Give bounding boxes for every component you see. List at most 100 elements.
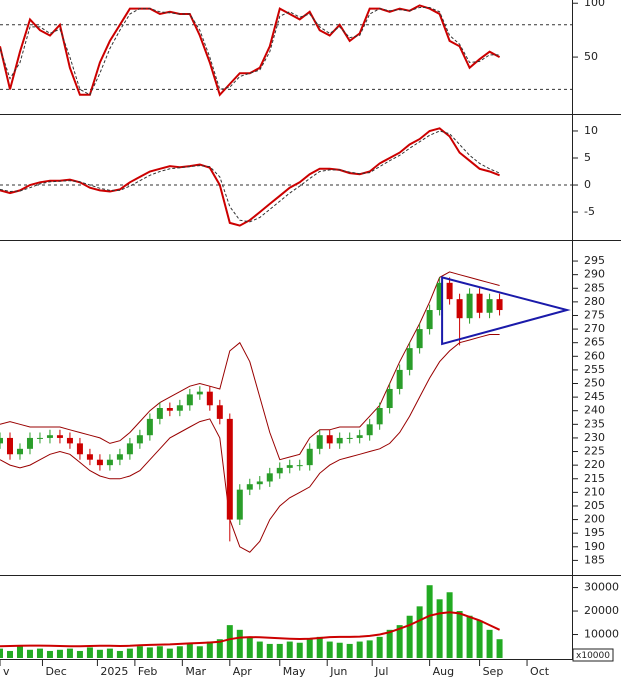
unit-label: x10000 xyxy=(576,651,610,661)
candle-body xyxy=(116,454,123,460)
candle-body xyxy=(426,310,433,330)
volume-bar xyxy=(196,646,203,658)
x-tick-label: Oct xyxy=(530,665,550,678)
candle-body xyxy=(76,443,83,455)
x-tick-label: Sep xyxy=(483,665,504,678)
volume-bar xyxy=(176,646,183,658)
y-tick-label: 200 xyxy=(584,513,605,526)
candle-body xyxy=(486,299,493,313)
y-tick-label: 270 xyxy=(584,322,605,335)
volume-bar xyxy=(236,629,243,658)
candle-body xyxy=(386,388,393,408)
candle-body xyxy=(6,437,13,455)
candle-body xyxy=(196,391,203,395)
volume-bar xyxy=(386,629,393,658)
volume-bar xyxy=(6,650,13,658)
y-tick-label: 185 xyxy=(584,553,605,566)
volume-bar xyxy=(156,646,163,658)
volume-bar xyxy=(186,643,193,658)
indicator-line xyxy=(0,127,500,227)
volume-bar xyxy=(296,642,303,658)
candle-body xyxy=(406,348,413,370)
candle-body xyxy=(256,481,263,485)
volume-bar xyxy=(336,642,343,658)
indicator-line xyxy=(0,4,501,97)
y-tick-label: 190 xyxy=(584,540,605,553)
candle-body xyxy=(56,435,63,438)
triangle-pattern xyxy=(441,276,571,346)
volume-bar xyxy=(16,646,23,658)
candle-body xyxy=(216,405,223,419)
x-tick-label: Mar xyxy=(185,665,206,678)
x-tick-label: May xyxy=(283,665,306,678)
candle-body xyxy=(336,437,343,444)
x-tick-label: Aug xyxy=(433,665,454,678)
volume-bar xyxy=(166,648,173,658)
candle-body xyxy=(376,408,383,425)
candle-body xyxy=(126,443,133,455)
candle-body xyxy=(166,408,173,411)
candle-body xyxy=(26,437,33,449)
volume-bar xyxy=(466,615,473,658)
candle-body xyxy=(276,467,283,474)
volume-bar xyxy=(316,636,323,658)
volume-bar xyxy=(486,629,493,658)
y-tick-label: 10 xyxy=(584,124,598,137)
y-tick-label: 205 xyxy=(584,499,605,512)
y-tick-label: 230 xyxy=(584,431,605,444)
candle-body xyxy=(86,454,93,460)
volume-ma xyxy=(0,611,501,648)
candle-body xyxy=(186,394,193,406)
candle-body xyxy=(36,437,43,439)
volume-bar xyxy=(106,648,113,658)
candle-body xyxy=(206,391,213,406)
y-tick-label: 235 xyxy=(584,417,605,430)
y-tick-label: 255 xyxy=(584,363,605,376)
y-tick-label: 215 xyxy=(584,472,605,485)
y-tick-label: 240 xyxy=(584,404,605,417)
volume-bar xyxy=(56,649,63,658)
candle-body xyxy=(456,299,463,319)
y-tick-label: 280 xyxy=(584,295,605,308)
volume-bar xyxy=(456,611,463,658)
volume-bar xyxy=(306,639,313,658)
candle-body xyxy=(446,282,453,300)
candle-body xyxy=(236,489,243,520)
candle-body xyxy=(356,435,363,438)
candle-body xyxy=(466,293,473,319)
x-tick-label: 2025 xyxy=(100,665,128,678)
y-tick-label: 20000 xyxy=(584,604,619,617)
y-tick-label: 250 xyxy=(584,377,605,390)
candle-body xyxy=(496,299,503,311)
candle-body xyxy=(136,435,143,444)
volume-bar xyxy=(376,636,383,658)
volume-bar xyxy=(256,641,263,658)
y-tick-label: 30000 xyxy=(584,581,619,594)
volume-bar xyxy=(476,620,483,658)
candle-body xyxy=(366,424,373,436)
candle-body xyxy=(476,293,483,313)
candle-body xyxy=(396,369,403,389)
candle-body xyxy=(436,282,443,311)
unit-box xyxy=(572,648,614,662)
y-tick-label: -5 xyxy=(584,205,595,218)
bollinger-band xyxy=(0,334,500,553)
x-tick-label: Feb xyxy=(138,665,157,678)
volume-bar xyxy=(436,599,443,658)
candle-body xyxy=(66,437,73,444)
x-tick-label: Jul xyxy=(374,665,388,678)
candle-body xyxy=(16,448,23,455)
candle-body xyxy=(266,473,273,482)
x-tick-label: v xyxy=(3,665,10,678)
y-tick-label: 260 xyxy=(584,349,605,362)
volume-bar xyxy=(496,639,503,658)
volume-bar xyxy=(396,625,403,658)
volume-bar xyxy=(326,641,333,658)
volume-bar xyxy=(356,641,363,658)
volume-bar xyxy=(426,585,433,658)
x-tick-label: Dec xyxy=(45,665,66,678)
volume-bar xyxy=(226,625,233,658)
y-tick-label: 275 xyxy=(584,308,605,321)
volume-bar xyxy=(346,643,353,658)
